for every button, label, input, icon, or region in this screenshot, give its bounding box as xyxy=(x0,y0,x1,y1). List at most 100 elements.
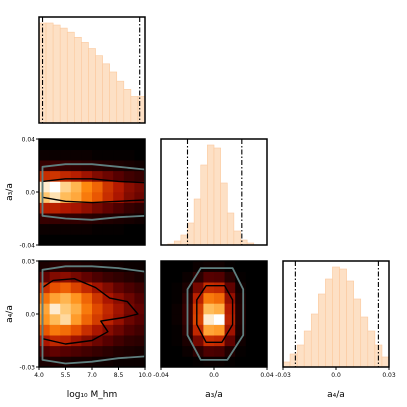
hist-bar xyxy=(66,31,75,124)
density-cell xyxy=(70,181,82,193)
hist-bar xyxy=(102,63,110,124)
hist-1-bars xyxy=(167,144,255,246)
density-cell xyxy=(182,271,194,283)
density-cell xyxy=(256,356,267,367)
density-cell xyxy=(214,282,225,294)
density-cell xyxy=(113,213,125,225)
hist-bar xyxy=(332,266,340,368)
hist-1-percentile-lines xyxy=(186,139,243,245)
density-cell xyxy=(102,202,114,214)
hist-bar xyxy=(233,230,241,246)
density-2-0-cells xyxy=(39,261,145,367)
density-cell xyxy=(81,181,93,193)
x-tick-label: 7.0 xyxy=(87,372,97,379)
density-cell xyxy=(123,170,135,182)
density-cell xyxy=(134,345,145,357)
density-cell xyxy=(81,192,93,203)
density-cell xyxy=(49,202,61,214)
density-cell xyxy=(102,170,114,182)
density-cell xyxy=(60,314,72,325)
density-cell xyxy=(245,314,257,325)
density-cell xyxy=(113,223,125,235)
density-cell xyxy=(81,314,93,325)
density-cell xyxy=(102,282,114,294)
density-cell xyxy=(39,345,50,357)
density-cell xyxy=(134,192,145,203)
density-cell xyxy=(134,271,145,283)
density-cell xyxy=(39,170,50,182)
density-cell xyxy=(60,223,72,235)
density-cell xyxy=(123,181,135,193)
density-cell xyxy=(182,345,194,357)
density-cell xyxy=(134,202,145,214)
density-cell xyxy=(49,271,61,283)
density-cell xyxy=(81,170,93,182)
density-cell xyxy=(134,139,145,150)
hist-bar xyxy=(52,24,61,124)
density-1-0-contours xyxy=(41,163,145,221)
density-cell xyxy=(161,303,172,315)
density-cell xyxy=(113,139,125,150)
hist-bar xyxy=(137,96,146,124)
contour-outer xyxy=(41,163,145,221)
density-cell xyxy=(113,192,125,203)
density-cell xyxy=(70,160,82,172)
density-cell xyxy=(214,314,225,325)
density-2-1-contours xyxy=(186,267,245,361)
density-cell xyxy=(92,202,103,214)
density-cell xyxy=(171,303,183,315)
density-cell xyxy=(245,324,257,336)
density-cell xyxy=(81,202,93,214)
density-cell xyxy=(203,335,215,347)
density-cell xyxy=(123,213,135,225)
density-cell xyxy=(39,292,50,304)
density-cell xyxy=(92,314,103,325)
density-cell xyxy=(39,213,50,225)
density-cell xyxy=(81,234,93,245)
density-cell xyxy=(192,314,204,325)
density-cell xyxy=(214,345,225,357)
density-cell xyxy=(49,303,61,315)
density-cell xyxy=(134,149,145,161)
hist-0-percentile-lines xyxy=(41,17,141,123)
density-cell xyxy=(60,345,72,357)
density-cell xyxy=(70,282,82,294)
density-cell xyxy=(39,202,50,214)
density-cell xyxy=(70,202,82,214)
density-cell xyxy=(134,223,145,235)
density-cell xyxy=(134,160,145,172)
density-cell xyxy=(92,160,103,172)
density-cell xyxy=(256,271,267,283)
density-cell xyxy=(123,324,135,336)
density-cell xyxy=(123,356,135,367)
density-2-0-x-ticks: 4.0 5.5 7.0 8.5 10.0 xyxy=(34,367,152,379)
density-cell xyxy=(102,324,114,336)
density-cell xyxy=(92,303,103,315)
density-cell xyxy=(70,303,82,315)
density-cell xyxy=(81,303,93,315)
density-cell xyxy=(123,335,135,347)
density-cell xyxy=(123,139,135,150)
hist-bar xyxy=(367,330,376,368)
density-cell xyxy=(81,324,93,336)
density-cell xyxy=(92,335,103,347)
density-cell xyxy=(102,234,114,245)
x-tick-label: 5.5 xyxy=(61,372,71,379)
density-cell xyxy=(214,335,225,347)
density-cell xyxy=(245,261,257,272)
density-1-0-y-ticks: -0.04 0.0 0.04 xyxy=(19,137,39,250)
density-cell xyxy=(224,271,236,283)
density-cell xyxy=(235,292,247,304)
density-cell xyxy=(102,223,114,235)
density-cell xyxy=(134,170,145,182)
density-cell xyxy=(182,356,194,367)
density-cell xyxy=(171,282,183,294)
density-cell xyxy=(113,261,125,272)
x-tick-label: 0.04 xyxy=(260,372,274,379)
density-cell xyxy=(134,292,145,304)
density-cell xyxy=(102,292,114,304)
density-cell xyxy=(171,335,183,347)
density-cell xyxy=(92,292,103,304)
density-cell xyxy=(113,335,125,347)
